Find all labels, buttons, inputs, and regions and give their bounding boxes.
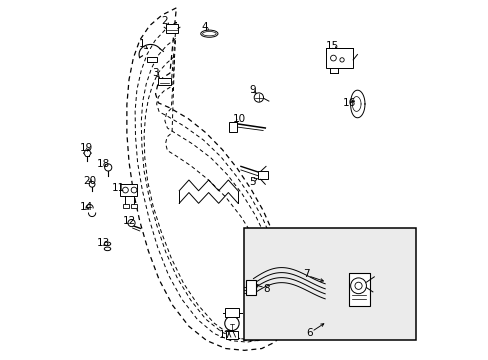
Bar — [131, 204, 137, 208]
Circle shape — [104, 164, 112, 171]
Text: 17: 17 — [219, 330, 232, 340]
Text: 1: 1 — [139, 40, 145, 49]
Text: 10: 10 — [232, 114, 245, 124]
Circle shape — [254, 93, 263, 102]
Bar — [225, 330, 238, 338]
Bar — [147, 57, 157, 62]
Text: 5: 5 — [248, 177, 255, 187]
Text: 13: 13 — [97, 238, 110, 248]
Bar — [258, 171, 267, 179]
Text: 18: 18 — [97, 159, 110, 169]
Circle shape — [330, 55, 336, 61]
Ellipse shape — [202, 32, 216, 36]
Text: 3: 3 — [152, 68, 159, 78]
Text: 7: 7 — [302, 269, 309, 279]
Bar — [325, 48, 352, 68]
Bar — [229, 122, 237, 132]
Text: 2: 2 — [161, 17, 168, 27]
Text: 16: 16 — [342, 98, 355, 108]
Circle shape — [122, 187, 128, 193]
Circle shape — [128, 220, 135, 226]
Ellipse shape — [104, 247, 110, 251]
Text: 15: 15 — [325, 41, 338, 50]
Text: 14: 14 — [79, 202, 92, 212]
Bar — [246, 280, 256, 296]
Ellipse shape — [104, 242, 110, 246]
Bar — [224, 308, 239, 317]
Bar — [158, 78, 171, 85]
Bar — [348, 273, 369, 306]
Circle shape — [354, 282, 362, 289]
Circle shape — [339, 58, 344, 62]
Text: 8: 8 — [263, 284, 269, 294]
Circle shape — [350, 278, 366, 294]
Circle shape — [131, 187, 137, 193]
Circle shape — [224, 316, 239, 330]
Bar — [244, 228, 415, 339]
Text: 4: 4 — [201, 22, 207, 32]
Ellipse shape — [201, 30, 218, 37]
Bar — [120, 184, 137, 196]
Circle shape — [89, 181, 95, 187]
Text: 12: 12 — [122, 216, 135, 226]
Bar — [122, 204, 129, 208]
Text: 20: 20 — [83, 176, 96, 186]
Text: 11: 11 — [111, 183, 124, 193]
Text: 9: 9 — [248, 85, 255, 95]
Bar — [166, 24, 178, 33]
Text: 6: 6 — [306, 328, 312, 338]
Text: 19: 19 — [79, 143, 92, 153]
